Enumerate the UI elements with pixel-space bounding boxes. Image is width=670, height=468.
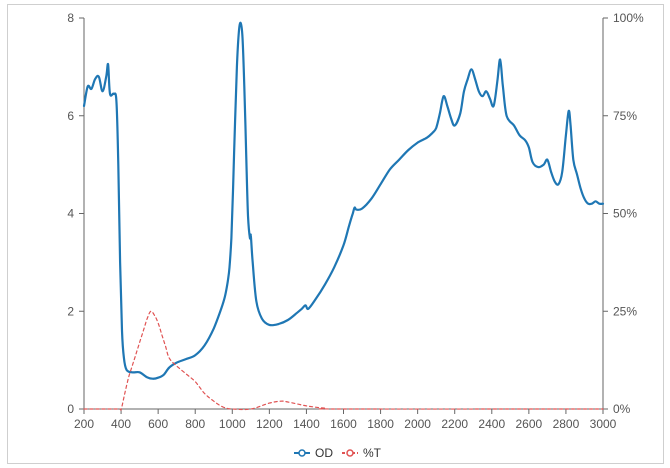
x-tick-label: 2400: [478, 417, 505, 431]
y-left-tick-label: 8: [67, 11, 74, 25]
legend-label: OD: [315, 446, 333, 460]
series-line-transmittance: [83, 310, 604, 411]
x-tick-label: 800: [185, 417, 205, 431]
legend-label: %T: [363, 446, 382, 460]
legend-marker: [346, 449, 354, 457]
x-tick-label: 1800: [367, 417, 394, 431]
y-right-tick-label: 100%: [613, 11, 644, 25]
y-right-tick-label: 50%: [613, 207, 637, 221]
y-right-tick-label: 75%: [613, 109, 637, 123]
x-tick-label: 1400: [293, 417, 320, 431]
x-tick-label: 2600: [516, 417, 543, 431]
x-tick-label: 1000: [219, 417, 246, 431]
x-tick-label: 3000: [590, 417, 617, 431]
x-tick-label: 1200: [256, 417, 283, 431]
y-left-tick-label: 0: [67, 402, 74, 416]
x-tick-label: 2200: [441, 417, 468, 431]
x-tick-label: 200: [74, 417, 94, 431]
y-left-tick-label: 2: [67, 304, 74, 318]
chart-frame: [7, 4, 664, 464]
x-tick-label: 2000: [404, 417, 431, 431]
y-right-tick-label: 25%: [613, 304, 637, 318]
x-tick-label: 2800: [553, 417, 580, 431]
y-left-tick-label: 6: [67, 109, 74, 123]
y-left-tick-label: 4: [67, 207, 74, 221]
x-tick-label: 1600: [330, 417, 357, 431]
legend-marker: [298, 449, 306, 457]
y-right-tick-label: 0%: [613, 402, 631, 416]
x-tick-label: 400: [111, 417, 131, 431]
series-line-od: [82, 21, 605, 380]
x-tick-label: 600: [148, 417, 168, 431]
